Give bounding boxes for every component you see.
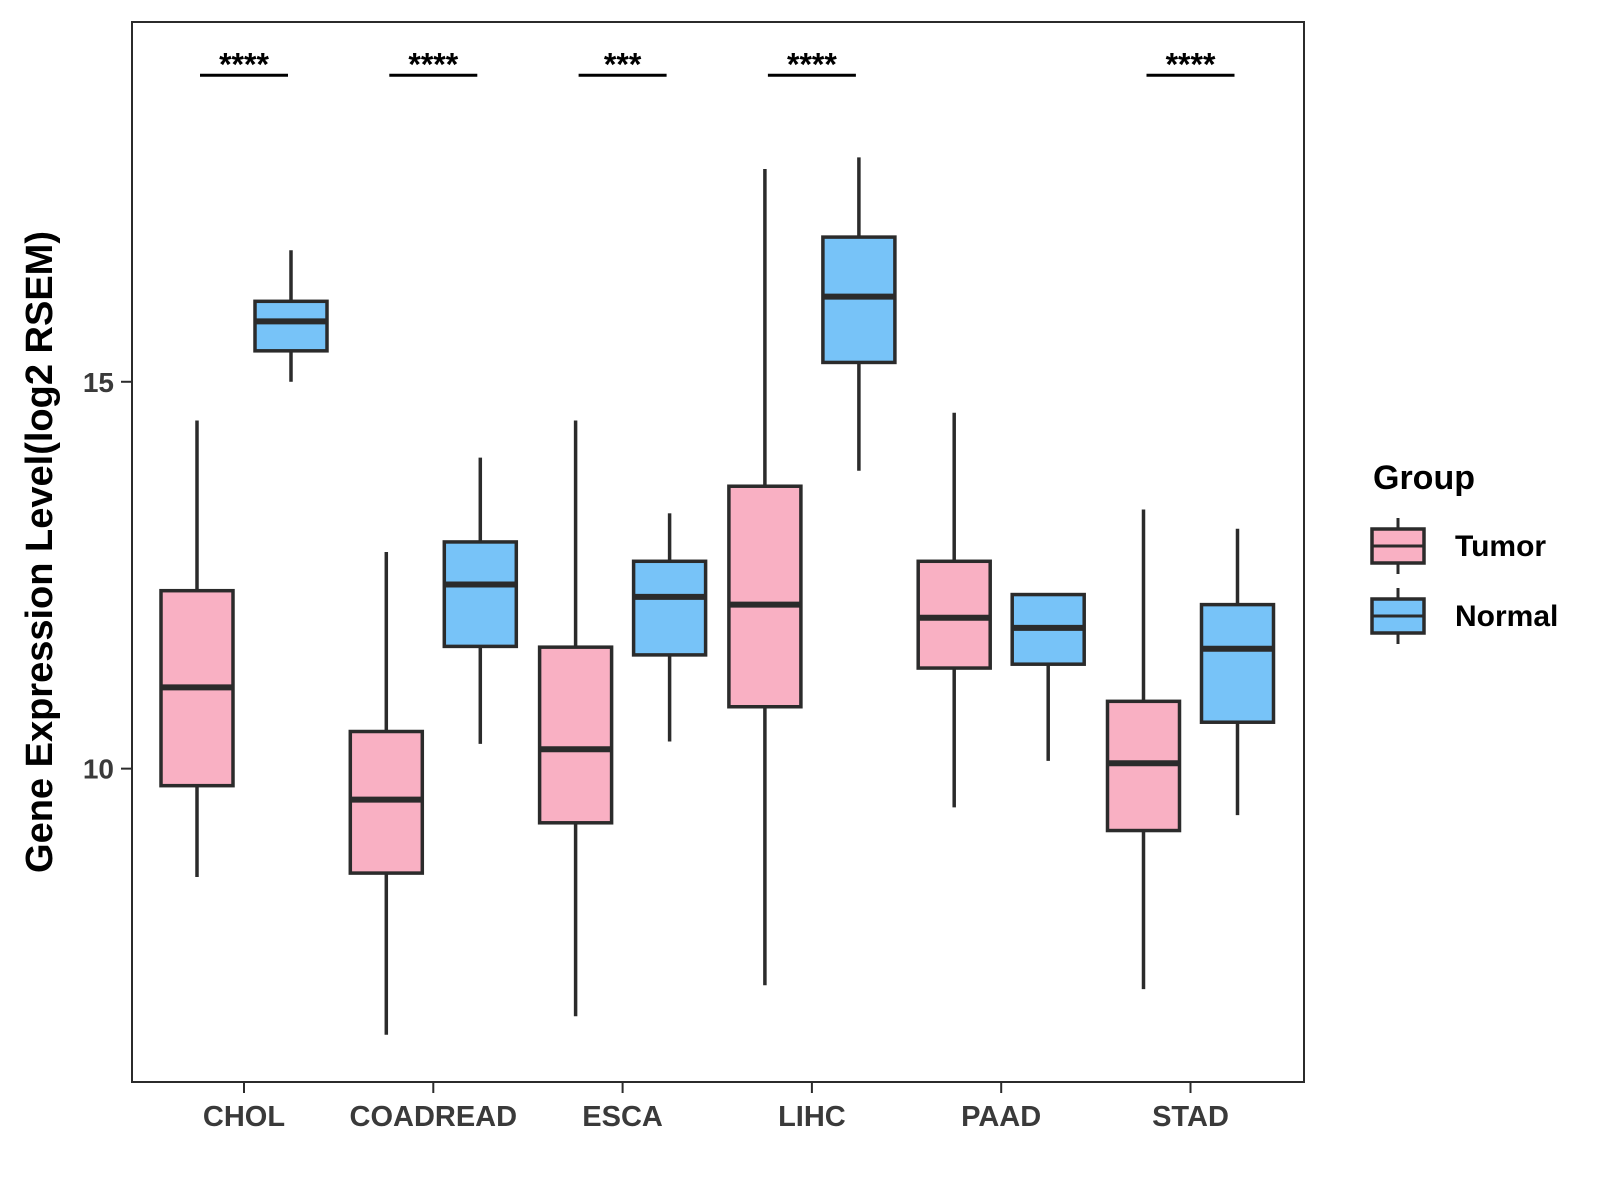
significance-coadread: **** xyxy=(389,46,478,82)
legend: Group Tumor Normal xyxy=(1370,459,1558,644)
box-tumor-paad xyxy=(916,412,992,808)
box-body-tumor-esca xyxy=(537,645,614,825)
legend-item-normal: Normal xyxy=(1370,588,1558,644)
box-body-tumor-paad xyxy=(916,559,992,670)
legend-title: Group xyxy=(1373,459,1475,497)
x-tick-label-lihc: LIHC xyxy=(778,1101,846,1133)
significance-label-lihc: **** xyxy=(787,46,837,82)
plot-panel-border xyxy=(131,21,1305,1083)
x-tick-label-chol: CHOL xyxy=(203,1101,285,1133)
y-tick-label-15: 15 xyxy=(83,367,114,398)
x-axis: CHOL COADREAD ESCA LIHC PAAD STAD xyxy=(203,1082,1229,1133)
box-body-normal-stad xyxy=(1199,602,1276,724)
significance-lihc: **** xyxy=(767,46,856,82)
legend-label-normal: Normal xyxy=(1455,600,1558,633)
legend-item-tumor: Tumor xyxy=(1370,518,1546,574)
box-normal-lihc xyxy=(821,157,897,471)
y-tick-label-10: 10 xyxy=(83,754,114,785)
significance-label-chol: **** xyxy=(219,46,269,82)
box-tumor-coadread xyxy=(348,552,425,1035)
significance-chol: **** xyxy=(200,46,288,82)
y-axis: 10 15 xyxy=(83,367,132,785)
significance-stad: **** xyxy=(1146,46,1235,82)
box-tumor-stad xyxy=(1105,509,1182,990)
box-normal-coadread xyxy=(442,457,519,744)
x-tick-label-paad: PAAD xyxy=(961,1101,1041,1133)
box-normal-esca xyxy=(631,513,708,742)
x-tick-label-stad: STAD xyxy=(1152,1101,1229,1133)
box-normal-paad xyxy=(1010,592,1086,761)
box-body-tumor-lihc xyxy=(727,484,803,709)
box-normal-stad xyxy=(1199,528,1276,816)
x-tick-label-esca: ESCA xyxy=(582,1101,663,1133)
box-normal-chol xyxy=(253,250,329,382)
significance-label-stad: **** xyxy=(1166,46,1216,82)
significance-esca: *** xyxy=(578,46,667,82)
legend-label-tumor: Tumor xyxy=(1455,530,1546,563)
box-tumor-chol xyxy=(159,420,235,877)
significance-label-coadread: **** xyxy=(408,46,458,82)
y-axis-title: Gene Expression Level(log2 RSEM) xyxy=(19,231,61,873)
significance-label-esca: *** xyxy=(604,46,642,82)
y-axis-title-group: Gene Expression Level(log2 RSEM) xyxy=(19,231,61,873)
plot-marks: **** **** *** **** **** xyxy=(159,46,1276,1035)
box-body-normal-chol xyxy=(253,299,329,353)
box-tumor-esca xyxy=(537,420,614,1017)
x-tick-label-coadread: COADREAD xyxy=(350,1101,518,1133)
box-body-normal-esca xyxy=(631,559,708,657)
box-body-normal-lihc xyxy=(821,235,897,365)
box-body-normal-coadread xyxy=(442,540,519,649)
box-tumor-lihc xyxy=(727,169,803,986)
